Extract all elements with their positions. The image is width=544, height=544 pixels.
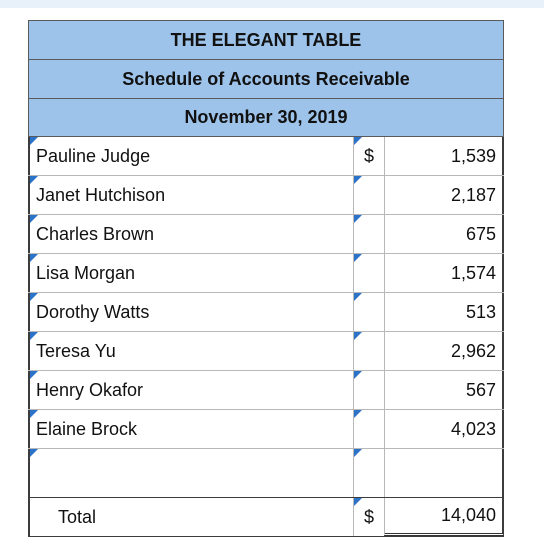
table-row: Lisa Morgan 1,574 bbox=[28, 254, 504, 293]
account-name-cell[interactable]: Dorothy Watts bbox=[28, 293, 354, 331]
input-marker-icon bbox=[354, 137, 362, 145]
input-marker-icon bbox=[354, 332, 362, 340]
account-name-cell[interactable]: Teresa Yu bbox=[28, 332, 354, 370]
input-marker-icon bbox=[354, 254, 362, 262]
input-marker-icon bbox=[30, 254, 38, 262]
currency-cell[interactable] bbox=[354, 371, 384, 409]
amount-cell[interactable]: 675 bbox=[384, 215, 504, 253]
total-currency-text: $ bbox=[363, 506, 374, 527]
amount-cell[interactable]: 2,187 bbox=[384, 176, 504, 214]
table-row: Dorothy Watts 513 bbox=[28, 293, 504, 332]
currency-symbol: $ bbox=[363, 145, 374, 166]
worksheet: THE ELEGANT TABLE Schedule of Accounts R… bbox=[28, 20, 504, 537]
account-name-cell[interactable] bbox=[28, 449, 354, 497]
amount-cell[interactable] bbox=[384, 449, 504, 497]
input-marker-icon bbox=[354, 293, 362, 301]
amount-cell[interactable]: 2,962 bbox=[384, 332, 504, 370]
account-name-cell[interactable]: Lisa Morgan bbox=[28, 254, 354, 292]
total-row: Total $ 14,040 bbox=[28, 498, 504, 537]
currency-cell[interactable] bbox=[354, 293, 384, 331]
currency-cell[interactable] bbox=[354, 332, 384, 370]
account-name: Dorothy Watts bbox=[36, 301, 150, 322]
account-name: Charles Brown bbox=[36, 223, 155, 244]
input-marker-icon bbox=[30, 332, 38, 340]
table-row: Charles Brown 675 bbox=[28, 215, 504, 254]
top-band bbox=[0, 0, 544, 8]
total-amount[interactable]: 14,040 bbox=[384, 498, 504, 536]
schedule-title: Schedule of Accounts Receivable bbox=[28, 59, 504, 98]
table-row bbox=[28, 449, 504, 498]
account-name: Janet Hutchison bbox=[36, 184, 166, 205]
table-row: Janet Hutchison 2,187 bbox=[28, 176, 504, 215]
input-marker-icon bbox=[354, 215, 362, 223]
input-marker-icon bbox=[354, 498, 362, 506]
account-name: Pauline Judge bbox=[36, 145, 151, 166]
amount-cell[interactable]: 4,023 bbox=[384, 410, 504, 448]
account-name-cell[interactable]: Henry Okafor bbox=[28, 371, 354, 409]
input-marker-icon bbox=[30, 371, 38, 379]
input-marker-icon bbox=[30, 215, 38, 223]
amount-cell[interactable]: 1,539 bbox=[384, 137, 504, 175]
input-marker-icon bbox=[30, 176, 38, 184]
input-marker-icon bbox=[30, 449, 38, 457]
input-marker-icon bbox=[354, 371, 362, 379]
currency-cell[interactable] bbox=[354, 176, 384, 214]
input-marker-icon bbox=[354, 449, 362, 457]
amount-cell[interactable]: 567 bbox=[384, 371, 504, 409]
account-name: Elaine Brock bbox=[36, 418, 138, 439]
total-currency[interactable]: $ bbox=[354, 498, 384, 536]
currency-cell[interactable] bbox=[354, 215, 384, 253]
input-marker-icon bbox=[30, 293, 38, 301]
account-name: Henry Okafor bbox=[36, 379, 144, 400]
currency-cell[interactable] bbox=[354, 449, 384, 497]
currency-cell[interactable] bbox=[354, 410, 384, 448]
account-name-cell[interactable]: Pauline Judge bbox=[28, 137, 354, 175]
company-name: THE ELEGANT TABLE bbox=[28, 20, 504, 59]
table-row: Henry Okafor 567 bbox=[28, 371, 504, 410]
currency-cell[interactable] bbox=[354, 254, 384, 292]
account-name-cell[interactable]: Janet Hutchison bbox=[28, 176, 354, 214]
amount-cell[interactable]: 513 bbox=[384, 293, 504, 331]
input-marker-icon bbox=[30, 137, 38, 145]
currency-cell[interactable]: $ bbox=[354, 137, 384, 175]
input-marker-icon bbox=[30, 410, 38, 418]
total-label: Total bbox=[28, 498, 354, 536]
account-name: Teresa Yu bbox=[36, 340, 116, 361]
input-marker-icon bbox=[354, 176, 362, 184]
account-name-cell[interactable]: Charles Brown bbox=[28, 215, 354, 253]
account-name-cell[interactable]: Elaine Brock bbox=[28, 410, 354, 448]
input-marker-icon bbox=[354, 410, 362, 418]
table-row: Teresa Yu 2,962 bbox=[28, 332, 504, 371]
receivable-rows: Pauline Judge $1,539 Janet Hutchison 2,187 C… bbox=[28, 137, 504, 498]
table-row: Pauline Judge $1,539 bbox=[28, 137, 504, 176]
account-name: Lisa Morgan bbox=[36, 262, 136, 283]
table-row: Elaine Brock 4,023 bbox=[28, 410, 504, 449]
amount-cell[interactable]: 1,574 bbox=[384, 254, 504, 292]
schedule-date: November 30, 2019 bbox=[28, 98, 504, 137]
